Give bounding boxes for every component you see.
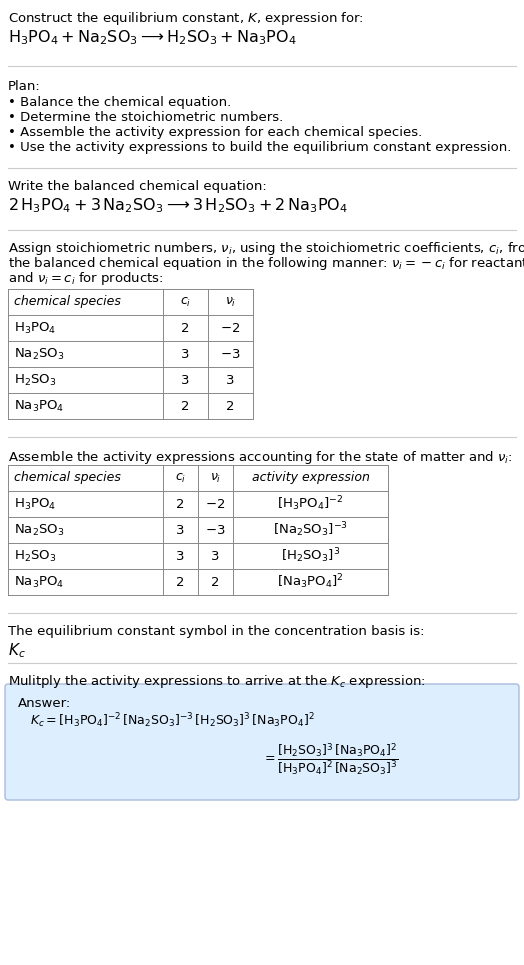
Text: • Assemble the activity expression for each chemical species.: • Assemble the activity expression for e… [8, 126, 422, 139]
Text: $-3$: $-3$ [220, 347, 241, 361]
Text: $\nu_i$: $\nu_i$ [225, 295, 236, 309]
Text: $\nu_i$: $\nu_i$ [210, 472, 221, 484]
Text: 2: 2 [176, 498, 185, 510]
FancyBboxPatch shape [5, 684, 519, 800]
Text: 3: 3 [226, 373, 235, 387]
Text: Assign stoichiometric numbers, $\nu_i$, using the stoichiometric coefficients, $: Assign stoichiometric numbers, $\nu_i$, … [8, 240, 524, 257]
Text: 2: 2 [181, 400, 190, 412]
Text: $\mathrm{H_2SO_3}$: $\mathrm{H_2SO_3}$ [14, 548, 57, 564]
Text: 2: 2 [226, 400, 235, 412]
Text: $\mathrm{Na_2SO_3}$: $\mathrm{Na_2SO_3}$ [14, 346, 64, 362]
Text: $K_c = [\mathrm{H_3PO_4}]^{-2}\,[\mathrm{Na_2SO_3}]^{-3}\,[\mathrm{H_2SO_3}]^{3}: $K_c = [\mathrm{H_3PO_4}]^{-2}\,[\mathrm… [30, 711, 315, 731]
Text: $\mathrm{Na_3PO_4}$: $\mathrm{Na_3PO_4}$ [14, 399, 64, 414]
Text: $-2$: $-2$ [221, 321, 241, 335]
Text: • Balance the chemical equation.: • Balance the chemical equation. [8, 96, 231, 109]
Text: chemical species: chemical species [14, 295, 121, 309]
Text: $[\mathrm{Na_3PO_4}]^2$: $[\mathrm{Na_3PO_4}]^2$ [277, 572, 344, 592]
Text: 3: 3 [176, 549, 185, 563]
Text: Construct the equilibrium constant, $K$, expression for:: Construct the equilibrium constant, $K$,… [8, 10, 364, 27]
Text: Answer:: Answer: [18, 697, 71, 710]
Text: • Use the activity expressions to build the equilibrium constant expression.: • Use the activity expressions to build … [8, 141, 511, 154]
Text: $[\mathrm{H_3PO_4}]^{-2}$: $[\mathrm{H_3PO_4}]^{-2}$ [277, 495, 344, 513]
Text: The equilibrium constant symbol in the concentration basis is:: The equilibrium constant symbol in the c… [8, 625, 424, 638]
Text: • Determine the stoichiometric numbers.: • Determine the stoichiometric numbers. [8, 111, 283, 124]
Text: $\mathrm{2\,H_3PO_4 + 3\,Na_2SO_3 \longrightarrow 3\,H_2SO_3 + 2\,Na_3PO_4}$: $\mathrm{2\,H_3PO_4 + 3\,Na_2SO_3 \longr… [8, 196, 348, 214]
Text: the balanced chemical equation in the following manner: $\nu_i = -c_i$ for react: the balanced chemical equation in the fo… [8, 255, 524, 272]
Text: $\mathrm{Na_3PO_4}$: $\mathrm{Na_3PO_4}$ [14, 574, 64, 590]
Text: $c_i$: $c_i$ [175, 472, 186, 484]
Text: 3: 3 [176, 523, 185, 537]
Text: 2: 2 [181, 321, 190, 335]
Text: $= \dfrac{[\mathrm{H_2SO_3}]^{3}\,[\mathrm{Na_3PO_4}]^{2}}{[\mathrm{H_3PO_4}]^{2: $= \dfrac{[\mathrm{H_2SO_3}]^{3}\,[\math… [262, 741, 399, 777]
Text: $\mathrm{H_2SO_3}$: $\mathrm{H_2SO_3}$ [14, 372, 57, 388]
Text: $\mathrm{H_3PO_4}$: $\mathrm{H_3PO_4}$ [14, 496, 56, 511]
Text: chemical species: chemical species [14, 472, 121, 484]
Text: 2: 2 [176, 575, 185, 589]
Text: 2: 2 [211, 575, 220, 589]
Text: $\mathrm{Na_2SO_3}$: $\mathrm{Na_2SO_3}$ [14, 522, 64, 538]
Text: $\mathrm{H_3PO_4 + Na_2SO_3 \longrightarrow H_2SO_3 + Na_3PO_4}$: $\mathrm{H_3PO_4 + Na_2SO_3 \longrightar… [8, 28, 297, 46]
Text: $\mathrm{H_3PO_4}$: $\mathrm{H_3PO_4}$ [14, 320, 56, 336]
Text: $-3$: $-3$ [205, 523, 226, 537]
Text: 3: 3 [181, 373, 190, 387]
Text: Assemble the activity expressions accounting for the state of matter and $\nu_i$: Assemble the activity expressions accoun… [8, 449, 512, 466]
Text: activity expression: activity expression [252, 472, 369, 484]
Text: $[\mathrm{H_2SO_3}]^3$: $[\mathrm{H_2SO_3}]^3$ [281, 546, 340, 565]
Text: and $\nu_i = c_i$ for products:: and $\nu_i = c_i$ for products: [8, 270, 163, 287]
Text: $-2$: $-2$ [205, 498, 226, 510]
Text: 3: 3 [181, 347, 190, 361]
Text: $K_c$: $K_c$ [8, 641, 26, 660]
Text: Plan:: Plan: [8, 80, 41, 93]
Text: Write the balanced chemical equation:: Write the balanced chemical equation: [8, 180, 267, 193]
Text: 3: 3 [211, 549, 220, 563]
Text: Mulitply the activity expressions to arrive at the $K_c$ expression:: Mulitply the activity expressions to arr… [8, 673, 426, 690]
Text: $c_i$: $c_i$ [180, 295, 191, 309]
Text: $[\mathrm{Na_2SO_3}]^{-3}$: $[\mathrm{Na_2SO_3}]^{-3}$ [273, 521, 348, 539]
